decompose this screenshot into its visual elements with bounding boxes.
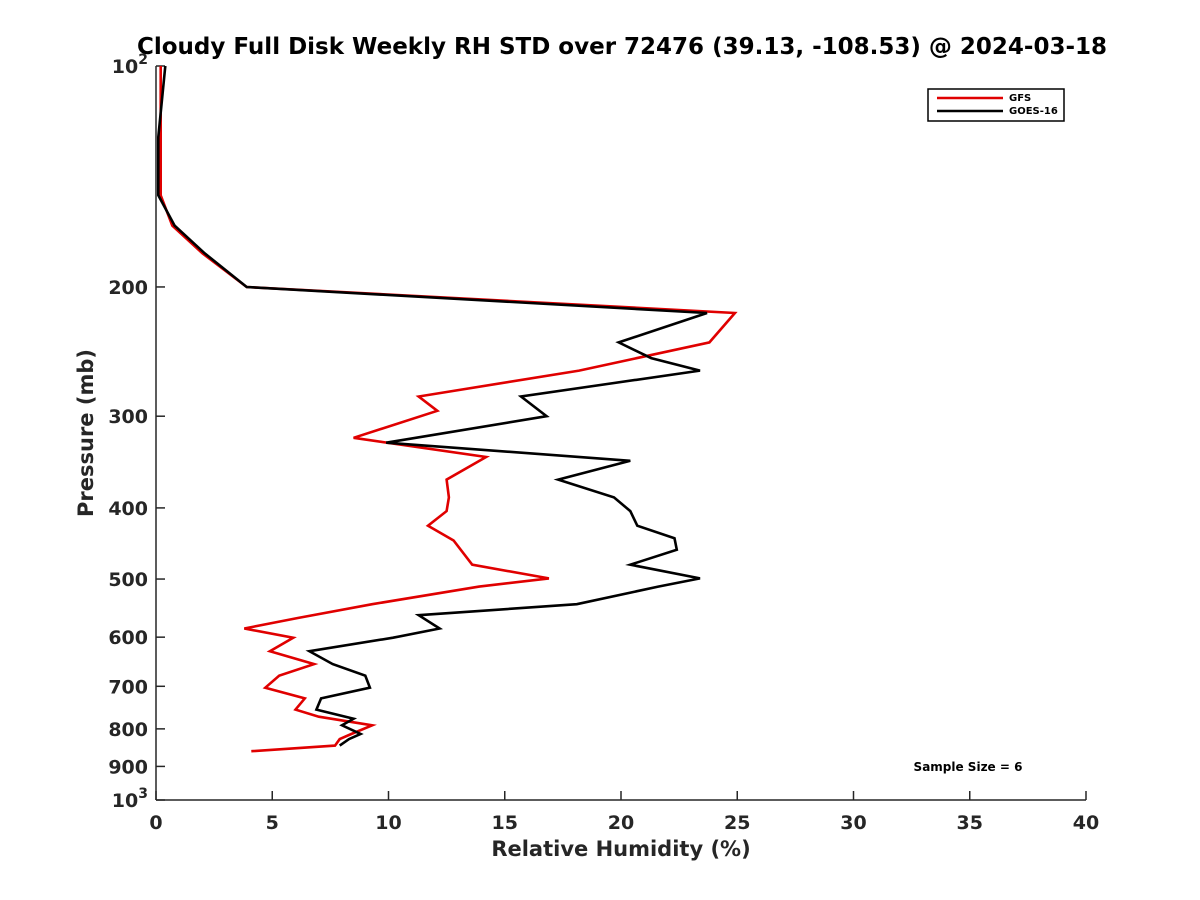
x-tick-label: 10 — [375, 812, 401, 834]
y-tick-label: 500 — [108, 569, 148, 591]
x-tick-group: 0 5 10 15 20 25 30 35 40 — [149, 791, 1099, 834]
y-tick-label: 700 — [108, 676, 148, 698]
series-line-goes-16 — [157, 65, 708, 747]
y-tick-label: 900 — [108, 756, 148, 778]
x-tick-label: 15 — [492, 812, 518, 834]
y-tick-label: 400 — [108, 498, 148, 520]
legend-box — [927, 88, 1065, 122]
y-tick-label: 200 — [108, 277, 148, 299]
x-axis-label: Relative Humidity (%) — [491, 837, 750, 861]
x-tick-label: 0 — [149, 812, 162, 834]
y-tick-label: 103 — [112, 786, 148, 812]
x-tick-label: 20 — [608, 812, 634, 834]
y-tick-label: 102 — [112, 52, 148, 78]
y-axis-label: Pressure (mb) — [74, 349, 98, 517]
x-tick-label: 40 — [1073, 812, 1099, 834]
y-tick-label: 600 — [108, 627, 148, 649]
chart-title: Cloudy Full Disk Weekly RH STD over 7247… — [137, 34, 1107, 60]
y-tick-group: 102 200 300 400 500 600 700 800 900 103 — [108, 52, 165, 812]
series-line-gfs — [159, 66, 738, 753]
series-group — [157, 65, 738, 753]
x-tick-label: 35 — [957, 812, 983, 834]
legend: GFS GOES-16 — [927, 88, 1065, 122]
sample-size-annotation: Sample Size = 6 — [914, 760, 1023, 774]
x-tick-label: 5 — [266, 812, 279, 834]
x-tick-label: 30 — [840, 812, 866, 834]
legend-label-gfs: GFS — [1009, 93, 1031, 104]
y-tick-label: 800 — [108, 719, 148, 741]
legend-label-goes16: GOES-16 — [1009, 106, 1058, 117]
x-tick-label: 25 — [724, 812, 750, 834]
y-tick-label: 300 — [108, 406, 148, 428]
